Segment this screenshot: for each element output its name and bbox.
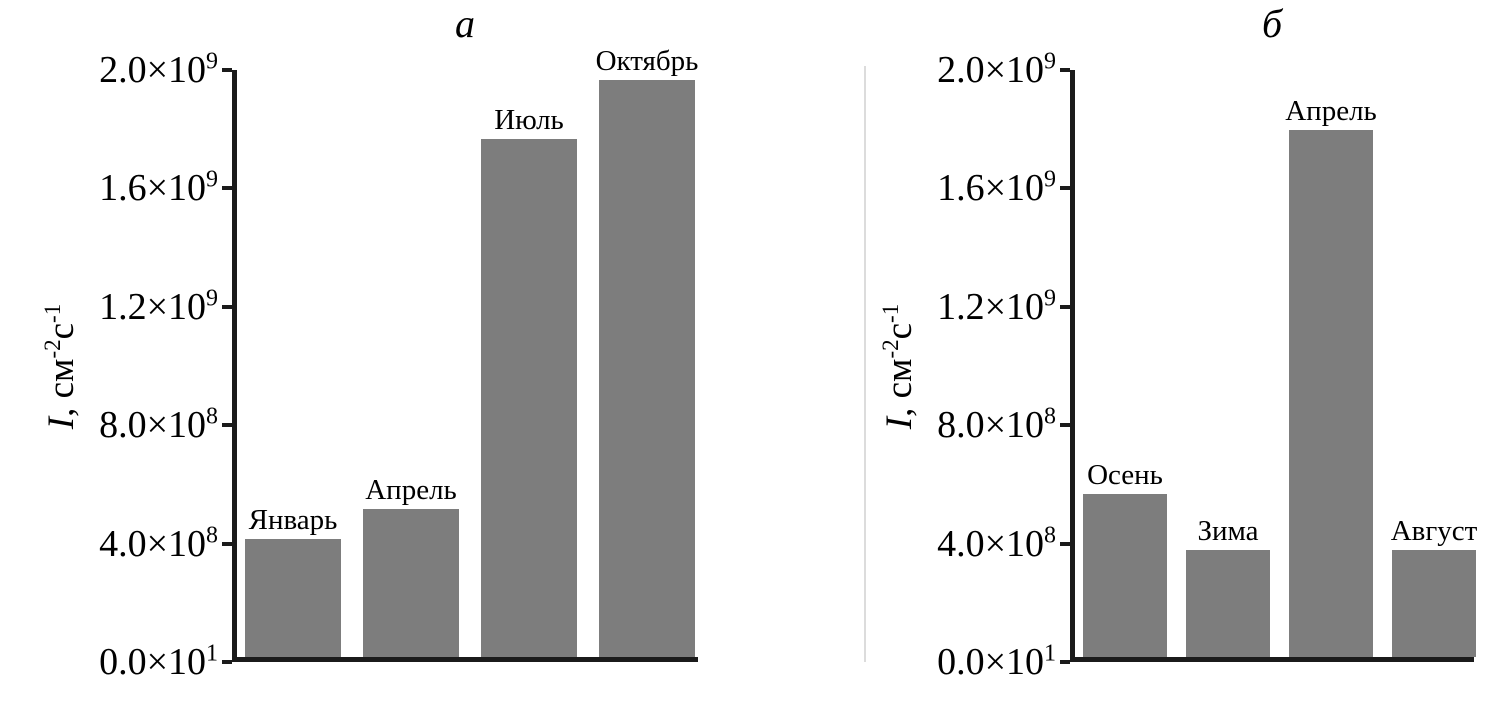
y-tick-exponent: 9 <box>1044 48 1056 75</box>
y-tick-exponent: 9 <box>206 166 218 193</box>
bar <box>1392 550 1476 657</box>
y-tick-mark <box>1060 423 1070 428</box>
y-tick-label: 2.0×109 <box>30 48 218 91</box>
bar-label: Август <box>1390 515 1478 548</box>
y-axis-label: I, см-2с-1 <box>36 70 88 662</box>
y-tick-mantissa: 8.0×10 <box>99 404 206 447</box>
y-tick-mantissa: 1.6×10 <box>99 167 206 210</box>
bar-label: Зима <box>1197 515 1259 548</box>
y-tick-exponent: 1 <box>1044 640 1056 667</box>
y-tick-mark <box>1060 68 1070 72</box>
y-tick-mantissa: 8.0×10 <box>937 404 1044 447</box>
y-tick-mantissa: 0.0×10 <box>99 641 206 683</box>
y-tick-mantissa: 4.0×10 <box>937 522 1044 565</box>
bar <box>481 139 577 657</box>
y-tick-label: 8.0×108 <box>30 403 218 447</box>
plot-area: Осень Зима Апрель Август <box>1070 70 1477 662</box>
bar <box>599 79 695 657</box>
panel-label-b: б <box>1261 1 1283 46</box>
y-tick-exponent: 8 <box>206 403 218 430</box>
y-tick-mantissa: 1.2×10 <box>99 285 206 328</box>
y-tick-mantissa: 4.0×10 <box>99 522 206 565</box>
y-tick-label: 0.0×101 <box>30 640 218 683</box>
bar-label: Апрель <box>1285 95 1377 128</box>
y-axis-label-part: -2 <box>40 338 66 359</box>
y-tick-mark <box>1060 304 1070 309</box>
y-axis-label: I, см-2с-1 <box>874 70 926 662</box>
y-tick-label: 4.0×108 <box>30 521 218 565</box>
bar <box>363 509 459 657</box>
y-tick-exponent: 8 <box>1044 521 1056 548</box>
y-tick-mark <box>1060 660 1070 664</box>
y-tick-mantissa: 0.0×10 <box>937 641 1044 683</box>
y-tick-label: 1.2×109 <box>30 285 218 328</box>
y-tick-label: 2.0×109 <box>868 48 1056 91</box>
bar <box>1289 130 1373 657</box>
y-tick-label: 1.2×109 <box>868 285 1056 328</box>
y-tick-mantissa: 1.6×10 <box>937 167 1044 210</box>
chart-panel-a: а I, см-2с-1 Январь Апрель Июль Октябрь 0.0… <box>30 0 730 708</box>
y-tick-exponent: 9 <box>206 48 218 75</box>
y-tick-mark <box>222 68 232 72</box>
y-tick-label: 1.6×109 <box>30 166 218 210</box>
y-tick-exponent: 9 <box>206 285 218 312</box>
y-tick-label: 8.0×108 <box>868 403 1056 447</box>
scan-artifact-line <box>864 66 866 662</box>
y-tick-mark <box>1060 186 1070 191</box>
panel-label-a: а <box>455 1 475 46</box>
y-tick-mark <box>222 186 232 191</box>
y-axis-label-part: -2 <box>878 338 904 359</box>
y-tick-mantissa: 1.2×10 <box>937 285 1044 328</box>
bar-label: Апрель <box>365 474 457 506</box>
y-tick-exponent: 9 <box>1044 166 1056 193</box>
y-tick-mark <box>222 423 232 428</box>
bar-label: Осень <box>1087 459 1163 492</box>
bar <box>1186 550 1270 657</box>
chart-panel-b: б I, см-2с-1 Осень Зима Апрель Август 0.0×1… <box>868 0 1494 708</box>
y-tick-mantissa: 2.0×10 <box>937 49 1044 91</box>
y-tick-label: 1.6×109 <box>868 166 1056 210</box>
bar-label: Январь <box>248 503 338 536</box>
y-tick-mark <box>222 304 232 309</box>
y-tick-mantissa: 2.0×10 <box>99 49 206 91</box>
plot-area: Январь Апрель Июль Октябрь <box>232 46 698 662</box>
y-tick-exponent: 8 <box>1044 403 1056 430</box>
bar <box>1083 494 1167 657</box>
y-tick-exponent: 8 <box>206 521 218 548</box>
y-tick-label: 4.0×108 <box>868 521 1056 565</box>
bar <box>245 538 341 657</box>
y-tick-mark <box>1060 541 1070 546</box>
y-tick-exponent: 9 <box>1044 285 1056 312</box>
y-tick-label: 0.0×101 <box>868 640 1056 683</box>
y-tick-exponent: 1 <box>206 640 218 667</box>
y-tick-mark <box>222 541 232 546</box>
bar-label: Июль <box>494 104 564 136</box>
bar-label: Октябрь <box>595 44 699 77</box>
y-tick-mark <box>222 660 232 664</box>
